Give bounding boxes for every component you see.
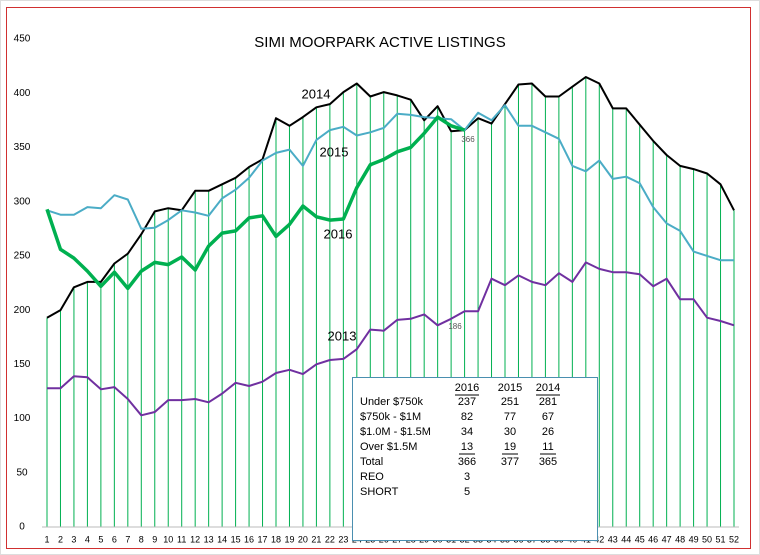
x-tick-label: 9: [152, 534, 157, 544]
y-tick-label: 150: [14, 359, 31, 370]
chart-title: SIMI MOORPARK ACTIVE LISTINGS: [254, 34, 505, 51]
table-header: 2014: [536, 382, 560, 394]
x-tick-label: 17: [258, 534, 268, 544]
table-row-label: $750k - $1M: [360, 411, 421, 423]
table-row-label: Over $1.5M: [360, 441, 417, 453]
table-cell: 77: [504, 411, 516, 423]
table-row-label: Under $750k: [360, 396, 423, 408]
x-tick-label: 12: [190, 534, 200, 544]
table-cell: 13: [461, 441, 473, 453]
table-cell: 251: [501, 396, 519, 408]
table-cell: 5: [464, 486, 470, 498]
table-cell: 237: [458, 396, 476, 408]
y-tick-label: 200: [14, 305, 31, 316]
table-header: 2015: [498, 382, 522, 394]
x-tick-label: 3: [71, 534, 76, 544]
x-tick-label: 14: [217, 534, 227, 544]
x-tick-label: 6: [112, 534, 117, 544]
x-tick-label: 1: [44, 534, 49, 544]
x-tick-label: 48: [675, 534, 685, 544]
x-tick-label: 10: [163, 534, 173, 544]
x-tick-label: 43: [608, 534, 618, 544]
x-tick-label: 49: [689, 534, 699, 544]
x-tick-label: 20: [298, 534, 308, 544]
x-tick-label: 45: [635, 534, 645, 544]
x-tick-label: 5: [98, 534, 103, 544]
table-cell: 67: [542, 411, 554, 423]
table-row-label: SHORT: [360, 486, 399, 498]
annotation: 186: [448, 322, 462, 331]
x-tick-label: 15: [231, 534, 241, 544]
x-tick-label: 42: [594, 534, 604, 544]
x-tick-label: 16: [244, 534, 254, 544]
series-label: 2014: [302, 86, 331, 101]
x-tick-label: 18: [271, 534, 281, 544]
table-cell: 3: [464, 471, 470, 483]
x-tick-label: 19: [284, 534, 294, 544]
x-tick-label: 52: [729, 534, 739, 544]
table-cell: 30: [504, 426, 516, 438]
table-header: 2016: [455, 382, 479, 394]
annotation: 366: [461, 135, 475, 144]
x-tick-label: 50: [702, 534, 712, 544]
x-tick-label: 7: [125, 534, 130, 544]
x-tick-label: 46: [648, 534, 658, 544]
table-cell: 366: [458, 456, 476, 468]
series-line: [46, 104, 734, 262]
table-box: [352, 377, 598, 541]
y-tick-label: 250: [14, 251, 31, 262]
series-line: [45, 115, 466, 291]
x-tick-label: 51: [716, 534, 726, 544]
series-label: 2016: [324, 226, 353, 241]
table-cell: 19: [504, 441, 516, 453]
y-tick-label: 350: [14, 142, 31, 153]
x-tick-label: 44: [621, 534, 631, 544]
table-cell: 26: [542, 426, 554, 438]
series-line: [47, 261, 735, 417]
y-tick-label: 450: [14, 34, 31, 45]
table-cell: 11: [542, 441, 553, 453]
x-tick-label: 2: [58, 534, 63, 544]
y-tick-label: 0: [19, 522, 25, 533]
x-tick-label: 13: [204, 534, 214, 544]
x-tick-label: 21: [311, 534, 321, 544]
table-cell: 281: [539, 396, 557, 408]
table-cell: 34: [461, 426, 473, 438]
y-tick-label: 50: [16, 467, 28, 478]
x-tick-label: 23: [338, 534, 348, 544]
x-tick-label: 22: [325, 534, 335, 544]
x-tick-label: 47: [662, 534, 672, 544]
table-row-label: REO: [360, 471, 384, 483]
table-cell: 82: [461, 411, 473, 423]
y-tick-label: 300: [14, 196, 31, 207]
y-tick-label: 400: [14, 88, 31, 99]
y-tick-label: 100: [14, 413, 31, 424]
series-label: 2013: [328, 328, 357, 343]
x-tick-label: 4: [85, 534, 90, 544]
series-label: 2015: [320, 144, 349, 159]
table-row-label: $1.0M - $1.5M: [360, 426, 431, 438]
x-tick-label: 11: [177, 534, 186, 544]
table-row-label: Total: [360, 456, 383, 468]
table-cell: 377: [501, 456, 519, 468]
series-line: [46, 76, 735, 319]
x-tick-label: 8: [139, 534, 144, 544]
table-cell: 365: [539, 456, 557, 468]
chart-frame: [6, 7, 751, 549]
